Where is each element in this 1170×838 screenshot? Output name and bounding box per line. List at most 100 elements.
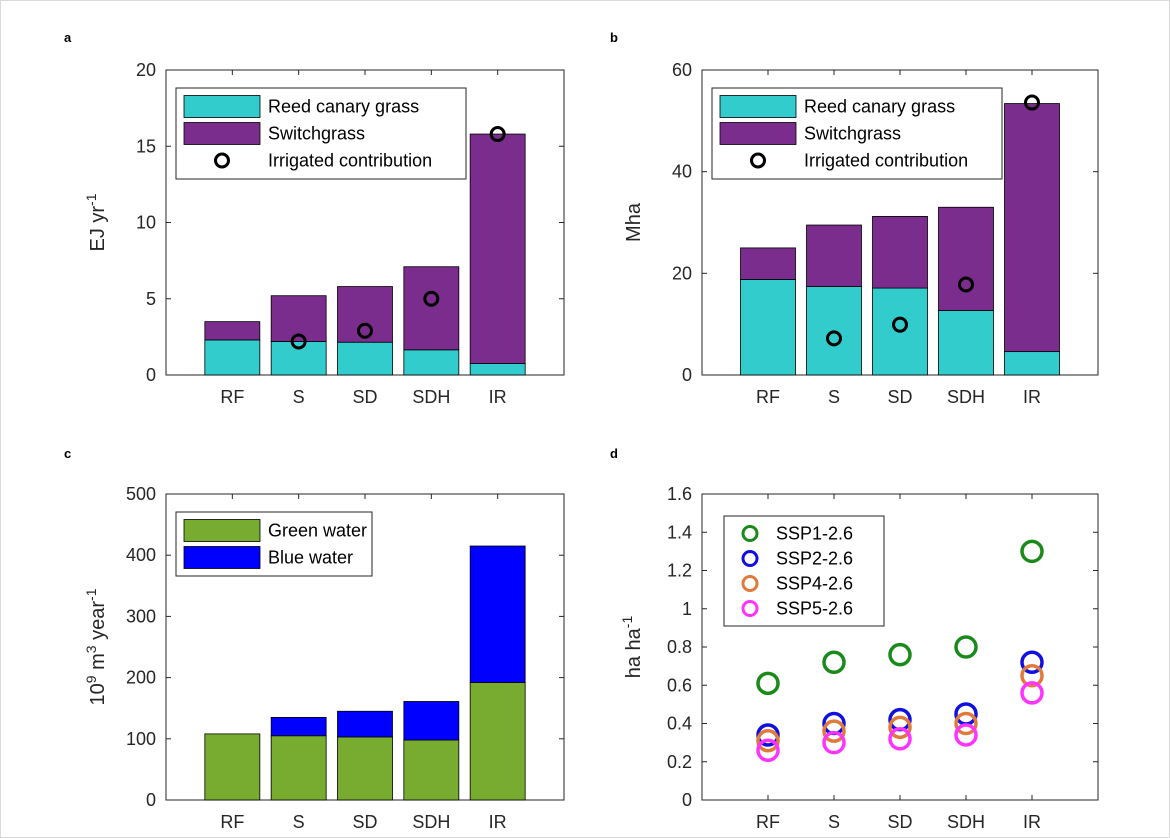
legend-label: Switchgrass xyxy=(268,124,365,144)
y-tick-label: 0.6 xyxy=(667,675,692,695)
bar-reed-canary-grass xyxy=(938,310,994,376)
bar-switchgrass xyxy=(403,266,460,351)
x-tick-label: IR xyxy=(489,387,507,407)
bar-green-water xyxy=(204,733,261,801)
point-ssp5-2.6 xyxy=(756,738,780,763)
bar-reed-canary-grass xyxy=(337,341,393,376)
point-ssp1-2.6 xyxy=(954,635,978,659)
y-tick-label: 0.2 xyxy=(667,752,692,772)
legend-marker xyxy=(741,550,759,567)
legend-box xyxy=(723,515,885,627)
bar-green-water xyxy=(270,735,327,801)
point-ssp1-2.6 xyxy=(888,642,912,667)
x-tick-label: S xyxy=(828,812,840,832)
legend-label: Reed canary grass xyxy=(804,97,955,117)
bar-reed-canary-grass xyxy=(740,279,796,376)
bar-green-water xyxy=(403,739,460,801)
irrigated-marker xyxy=(826,330,842,347)
bar-blue-water xyxy=(403,701,460,741)
point-ssp4-2.6 xyxy=(888,715,912,740)
bar-reed-canary-grass xyxy=(872,287,928,376)
bar-reed-canary-grass xyxy=(403,349,460,376)
y-tick-label: 1 xyxy=(682,599,692,619)
point-ssp4-2.6 xyxy=(756,728,780,753)
x-tick-label: RF xyxy=(220,812,244,832)
y-axis-label-part: year xyxy=(87,601,109,646)
y-axis-label-sup: -1 xyxy=(619,616,635,629)
x-tick-label: SDH xyxy=(947,812,985,832)
legend: Reed canary grass Switchgrass Irrigated co… xyxy=(711,87,1003,180)
legend-label: Blue water xyxy=(268,548,353,568)
y-axis-label-main: EJ yr xyxy=(87,206,109,252)
y-axis-label-sup: 9 xyxy=(83,675,99,683)
legend-label: Irrigated contribution xyxy=(268,151,432,171)
legend-marker xyxy=(741,575,759,592)
irrigated-marker xyxy=(489,126,506,143)
bar-switchgrass xyxy=(938,206,994,311)
legend: Reed canary grass Switchgrass Irrigated co… xyxy=(175,87,467,180)
bar-switchgrass xyxy=(204,321,261,341)
bar-switchgrass xyxy=(1004,103,1060,353)
y-axis-label-part: m xyxy=(87,653,109,675)
legend-label: SSP5-2.6 xyxy=(776,599,853,619)
legend-label: Reed canary grass xyxy=(268,97,419,117)
point-ssp4-2.6 xyxy=(954,711,978,736)
y-tick-label: 400 xyxy=(126,545,156,565)
x-tick-label: S xyxy=(293,387,305,407)
y-axis-label-sup: -1 xyxy=(83,193,99,206)
y-tick-label: 0.4 xyxy=(667,714,692,734)
y-axis-label: ha ha-1 xyxy=(619,616,645,679)
legend-swatch xyxy=(719,122,797,145)
legend-marker xyxy=(214,152,230,169)
point-ssp1-2.6 xyxy=(822,650,846,675)
y-axis-label-main: Mha xyxy=(623,202,645,242)
legend-swatch xyxy=(183,95,261,118)
y-axis-label: EJ yr-1 xyxy=(83,193,109,251)
x-tick-label: SDH xyxy=(412,812,450,832)
point-ssp1-2.6 xyxy=(1020,539,1044,564)
irrigated-marker xyxy=(357,322,373,339)
x-tick-label: IR xyxy=(1023,387,1041,407)
y-tick-label: 0 xyxy=(682,790,692,810)
bar-reed-canary-grass xyxy=(1004,351,1060,376)
x-tick-label: SD xyxy=(887,812,912,832)
y-tick-label: 40 xyxy=(672,162,692,182)
y-axis-label-sup: -1 xyxy=(83,588,99,601)
x-tick-label: IR xyxy=(1023,812,1041,832)
legend: SSP1-2.6 SSP2-2.6 SSP4-2.6 SSP5-2.6 xyxy=(723,515,885,627)
y-tick-label: 200 xyxy=(126,668,156,688)
panel-b: b 0 20 40 60 RF S SD SDH IR Mha Reed canary grass Sw… xyxy=(610,30,1099,407)
legend-label: Green water xyxy=(268,521,367,541)
bar-switchgrass xyxy=(337,286,393,343)
y-tick-label: 20 xyxy=(672,263,692,283)
legend-label: SSP1-2.6 xyxy=(776,524,853,544)
bar-switchgrass xyxy=(740,247,796,280)
panel-label: a xyxy=(64,30,72,45)
x-tick-label: S xyxy=(293,812,305,832)
y-tick-label: 60 xyxy=(672,60,692,80)
bar-blue-water xyxy=(337,710,393,738)
legend-label: Irrigated contribution xyxy=(804,151,968,171)
bar-reed-canary-grass xyxy=(469,363,526,376)
legend-marker xyxy=(741,600,759,617)
y-tick-label: 300 xyxy=(126,606,156,626)
x-tick-label: S xyxy=(828,387,840,407)
x-tick-label: SD xyxy=(352,812,377,832)
legend-swatch xyxy=(719,95,797,118)
y-tick-label: 500 xyxy=(126,484,156,504)
bar-switchgrass xyxy=(469,133,526,364)
bar-blue-water xyxy=(270,716,327,737)
y-axis-label: Mha xyxy=(623,202,645,242)
irrigated-marker xyxy=(290,333,307,350)
y-tick-label: 20 xyxy=(136,60,156,80)
irrigated-marker xyxy=(423,290,440,307)
y-tick-label: 10 xyxy=(136,213,156,233)
y-axis-label-main: ha ha xyxy=(623,627,645,678)
point-ssp5-2.6 xyxy=(1020,681,1044,705)
x-tick-label: RF xyxy=(756,812,780,832)
y-tick-label: 0 xyxy=(146,365,156,385)
panel-c: c 0 100 200 300 400 500 RF S SD SDH IR 109 m3 year-1… xyxy=(64,446,565,832)
bar-green-water xyxy=(469,682,526,801)
legend-label: SSP2-2.6 xyxy=(776,549,853,569)
